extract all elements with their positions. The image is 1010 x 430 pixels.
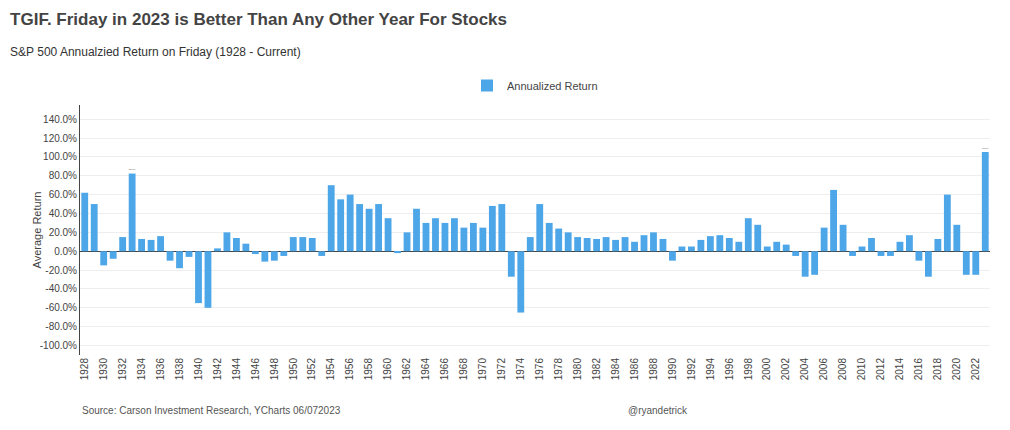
- svg-text:@ryandetrick: @ryandetrick: [628, 405, 688, 416]
- svg-text:1952: 1952: [306, 358, 317, 381]
- svg-text:1972: 1972: [496, 358, 507, 381]
- svg-text:105.2%: 105.2%: [982, 147, 989, 149]
- svg-text:2014: 2014: [894, 358, 905, 381]
- svg-text:2022: 2022: [970, 358, 981, 381]
- svg-text:1984: 1984: [610, 358, 621, 381]
- svg-text:2006: 2006: [818, 358, 829, 381]
- svg-text:1940: 1940: [193, 358, 204, 381]
- svg-text:1930: 1930: [98, 358, 109, 381]
- svg-text:2000: 2000: [761, 358, 772, 381]
- svg-text:Source: Carson Investment Rese: Source: Carson Investment Research, YCha…: [82, 405, 341, 416]
- svg-text:1964: 1964: [420, 358, 431, 381]
- svg-text:1974: 1974: [515, 358, 526, 381]
- svg-text:1948: 1948: [269, 358, 280, 381]
- svg-text:Annualized Return: Annualized Return: [507, 80, 598, 92]
- svg-text:20.0%: 20.0%: [49, 227, 77, 238]
- svg-text:2018: 2018: [932, 358, 943, 381]
- svg-text:2020: 2020: [951, 358, 962, 381]
- svg-text:-40.0%: -40.0%: [45, 283, 77, 294]
- svg-text:1990: 1990: [667, 358, 678, 381]
- svg-text:2016: 2016: [913, 358, 924, 381]
- svg-text:-60.0%: -60.0%: [45, 302, 77, 313]
- svg-text:82.3%: 82.3%: [129, 168, 137, 171]
- svg-text:1986: 1986: [629, 358, 640, 381]
- svg-text:1994: 1994: [705, 358, 716, 381]
- svg-text:1970: 1970: [477, 358, 488, 381]
- svg-text:1936: 1936: [155, 358, 166, 381]
- svg-text:S&P 500 Annualzied Return on F: S&P 500 Annualzied Return on Friday (192…: [10, 45, 301, 59]
- svg-text:1976: 1976: [534, 358, 545, 381]
- svg-text:140.0%: 140.0%: [43, 114, 77, 125]
- svg-text:2004: 2004: [799, 358, 810, 381]
- svg-text:1980: 1980: [572, 358, 583, 381]
- svg-text:TGIF. Friday in 2023 is Better: TGIF. Friday in 2023 is Better Than Any …: [10, 10, 507, 29]
- svg-text:Average Return: Average Return: [31, 192, 43, 269]
- svg-text:2010: 2010: [856, 358, 867, 381]
- svg-text:60.0%: 60.0%: [49, 189, 77, 200]
- svg-text:2002: 2002: [780, 358, 791, 381]
- svg-text:1942: 1942: [212, 358, 223, 381]
- svg-text:1946: 1946: [250, 358, 261, 381]
- svg-text:2012: 2012: [875, 358, 886, 381]
- svg-text:1958: 1958: [363, 358, 374, 381]
- svg-text:1998: 1998: [743, 358, 754, 381]
- svg-text:40.0%: 40.0%: [49, 208, 77, 219]
- svg-text:1956: 1956: [344, 358, 355, 381]
- svg-text:1954: 1954: [325, 358, 336, 381]
- svg-text:80.0%: 80.0%: [49, 170, 77, 181]
- svg-text:-20.0%: -20.0%: [45, 265, 77, 276]
- svg-text:0.0%: 0.0%: [54, 246, 77, 257]
- svg-text:120.0%: 120.0%: [43, 133, 77, 144]
- svg-text:1928: 1928: [79, 358, 90, 381]
- svg-text:1992: 1992: [686, 358, 697, 381]
- svg-text:2008: 2008: [837, 358, 848, 381]
- svg-text:1938: 1938: [174, 358, 185, 381]
- svg-text:1968: 1968: [458, 358, 469, 381]
- svg-text:1966: 1966: [439, 358, 450, 381]
- svg-text:1944: 1944: [231, 358, 242, 381]
- svg-text:1932: 1932: [117, 358, 128, 381]
- svg-text:-80.0%: -80.0%: [45, 321, 77, 332]
- svg-text:1960: 1960: [382, 358, 393, 381]
- svg-text:1934: 1934: [136, 358, 147, 381]
- svg-text:-100.0%: -100.0%: [40, 340, 77, 351]
- svg-text:1978: 1978: [553, 358, 564, 381]
- svg-text:1996: 1996: [724, 358, 735, 381]
- svg-text:1962: 1962: [401, 358, 412, 381]
- svg-text:1982: 1982: [591, 358, 602, 381]
- svg-text:100.0%: 100.0%: [43, 151, 77, 162]
- svg-text:1950: 1950: [288, 358, 299, 381]
- svg-text:1988: 1988: [648, 358, 659, 381]
